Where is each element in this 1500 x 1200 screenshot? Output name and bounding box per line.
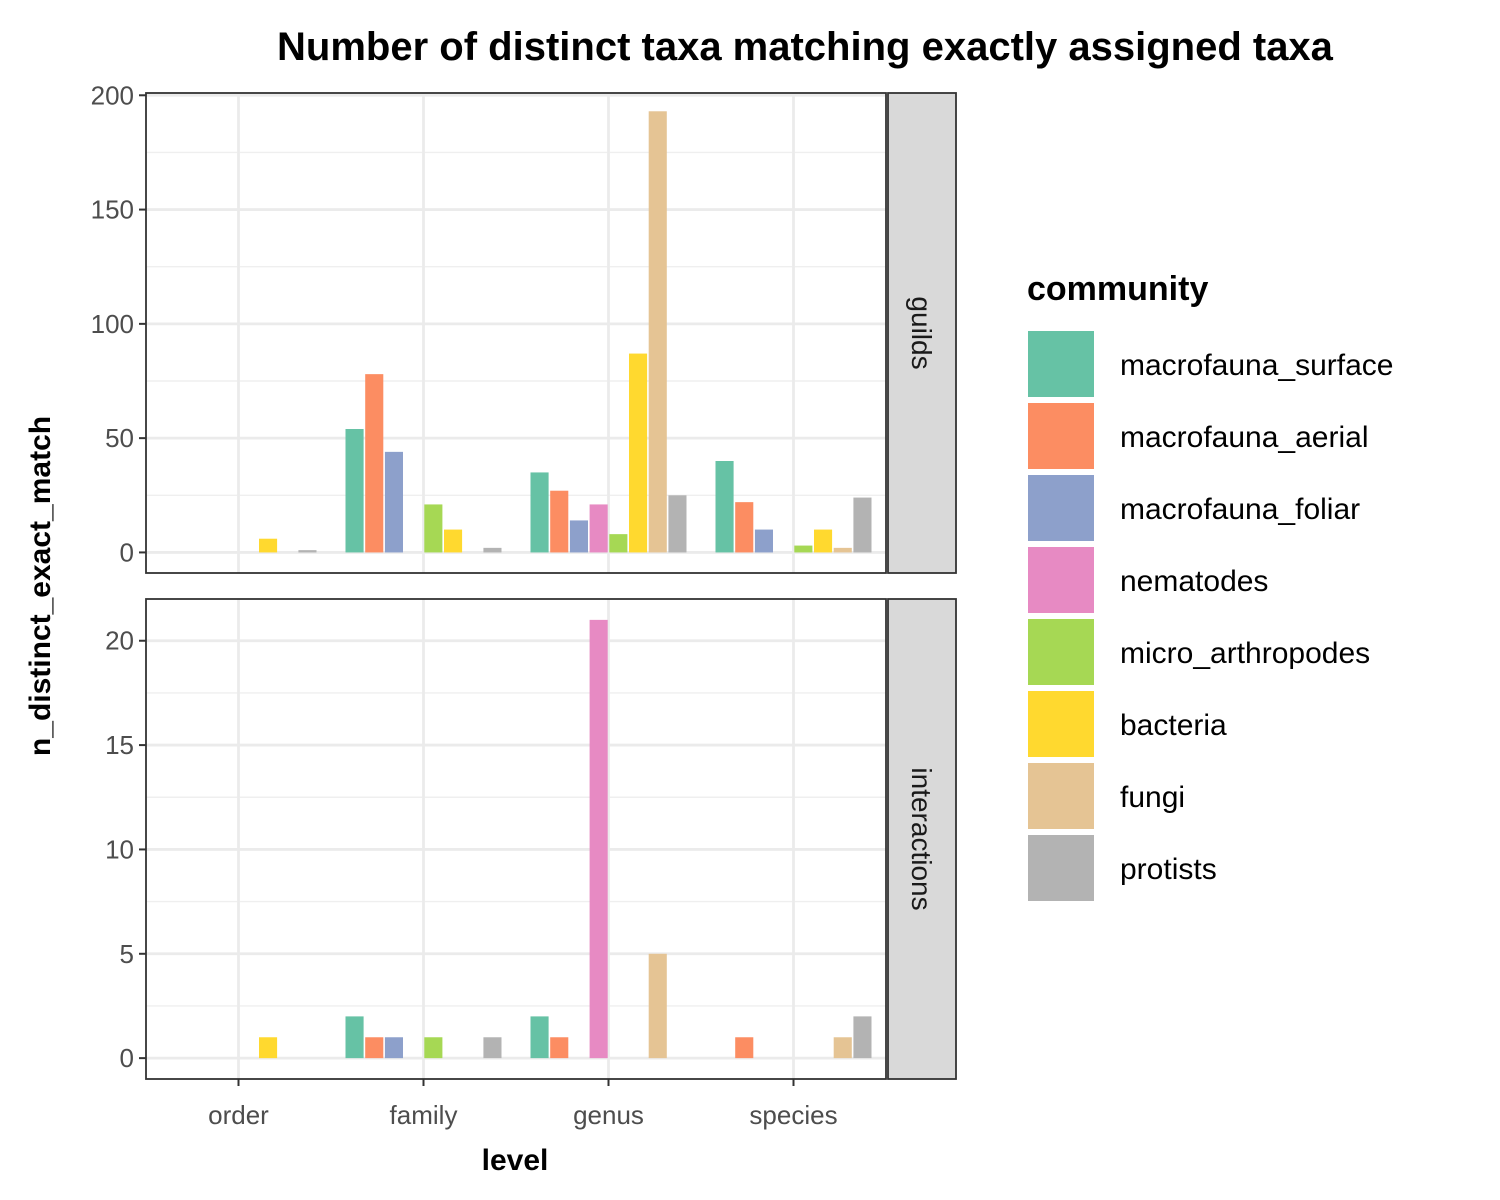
y-axis-title: n_distinct_exact_match: [24, 416, 57, 756]
bar-guilds-genus-micro-arthropodes: [609, 534, 628, 553]
bar-guilds-genus-macrofauna-foliar: [569, 520, 588, 553]
bar-guilds-species-protists: [853, 497, 872, 553]
panel-background: [146, 93, 886, 573]
legend-item-nematodes: nematodes: [1028, 547, 1268, 613]
panel-interactions: 0 5 10 15 20 interactions order family genus spec…: [105, 598, 957, 1130]
x-tick-label: order: [208, 1100, 269, 1130]
facet-strip: [887, 598, 957, 1080]
bar-guilds-family-macrofauna-foliar: [384, 451, 403, 553]
bar-interactions-species-protists: [853, 1016, 872, 1059]
legend-item-fungi: fungi: [1028, 763, 1185, 829]
bar-interactions-genus-macrofauna-aerial: [550, 1037, 569, 1059]
x-tick-label: family: [390, 1100, 458, 1130]
legend-item-micro-arthropodes: micro_arthropodes: [1028, 619, 1370, 685]
bar-interactions-family-protists: [483, 1037, 502, 1059]
facet-strip-label: interactions: [906, 767, 937, 910]
y-tick-label: 10: [105, 834, 134, 864]
bar-guilds-species-macrofauna-aerial: [735, 502, 754, 553]
legend-title: community: [1027, 270, 1208, 308]
legend-item-protists: protists: [1028, 835, 1217, 901]
bar-interactions-species-fungi: [833, 1037, 852, 1059]
legend-label: nematodes: [1120, 565, 1268, 598]
bar-guilds-genus-protists: [668, 495, 687, 553]
bar-interactions-genus-macrofauna-surface: [530, 1016, 549, 1059]
bar-interactions-species-macrofauna-aerial: [735, 1037, 754, 1059]
bar-guilds-species-macrofauna-surface: [715, 461, 734, 553]
legend-item-bacteria: bacteria: [1028, 691, 1227, 757]
bar-guilds-genus-bacteria: [629, 353, 648, 553]
bar-guilds-species-micro-arthropodes: [794, 545, 813, 553]
chart-title: Number of distinct taxa matching exactly…: [277, 25, 1334, 69]
y-tick-label: 150: [91, 195, 134, 225]
legend-key: [1028, 331, 1094, 397]
y-tick-label: 100: [91, 309, 134, 339]
bar-interactions-family-macrofauna-foliar: [384, 1037, 403, 1059]
y-tick-label: 0: [120, 1043, 134, 1073]
y-tick-label: 20: [105, 626, 134, 656]
bar-guilds-species-bacteria: [814, 529, 833, 553]
bar-guilds-order-protists: [298, 550, 317, 553]
x-axis-title: level: [482, 1144, 549, 1177]
bar-guilds-genus-macrofauna-surface: [530, 472, 549, 553]
panel-border: [145, 92, 887, 574]
bar-guilds-genus-macrofauna-aerial: [550, 490, 569, 553]
legend-label: fungi: [1120, 781, 1185, 814]
bar-guilds-family-macrofauna-surface: [345, 429, 364, 553]
panel-border: [145, 598, 887, 1080]
facet-strip: [887, 92, 957, 574]
bar-guilds-family-bacteria: [444, 529, 463, 553]
y-tick-label: 15: [105, 730, 134, 760]
x-tick-label: species: [749, 1100, 837, 1130]
bar-interactions-order-bacteria: [259, 1037, 278, 1059]
legend-label: macrofauna_foliar: [1120, 493, 1360, 526]
legend-label: micro_arthropodes: [1120, 637, 1370, 670]
y-tick-label: 50: [105, 423, 134, 453]
legend-key: [1028, 403, 1094, 469]
bar-guilds-species-fungi: [833, 547, 852, 553]
panels-layer: 0 50 100 150 200 guilds 0 5 10 15 20 interactions or…: [91, 80, 957, 1130]
legend-label: macrofauna_aerial: [1120, 421, 1368, 454]
bar-guilds-family-micro-arthropodes: [424, 504, 443, 553]
legend-key: [1028, 475, 1094, 541]
y-tick-label: 0: [120, 537, 134, 567]
y-tick-label: 5: [120, 939, 134, 969]
y-tick-label: 200: [91, 80, 134, 110]
bar-guilds-family-protists: [483, 547, 502, 553]
bar-guilds-species-macrofauna-foliar: [754, 529, 773, 553]
facet-strip-label: guilds: [906, 296, 937, 369]
legend-key: [1028, 691, 1094, 757]
legend-key: [1028, 619, 1094, 685]
legend-label: bacteria: [1120, 709, 1227, 742]
bar-interactions-family-micro-arthropodes: [424, 1037, 443, 1059]
legend-key: [1028, 835, 1094, 901]
legend: community macrofauna_surface macrofauna_a…: [1027, 270, 1394, 901]
legend-item-macrofauna-foliar: macrofauna_foliar: [1028, 475, 1360, 541]
bar-interactions-family-macrofauna-surface: [345, 1016, 364, 1059]
bar-guilds-family-macrofauna-aerial: [365, 374, 384, 553]
panel-guilds: 0 50 100 150 200 guilds: [91, 80, 957, 574]
bar-interactions-genus-nematodes: [589, 619, 608, 1059]
legend-label: protists: [1120, 853, 1217, 886]
x-tick-label: genus: [573, 1100, 644, 1130]
panel-background: [146, 599, 886, 1079]
legend-key: [1028, 763, 1094, 829]
legend-item-macrofauna-surface: macrofauna_surface: [1028, 331, 1394, 397]
bar-guilds-genus-nematodes: [589, 504, 608, 553]
bar-interactions-genus-fungi: [648, 953, 667, 1059]
bar-interactions-family-macrofauna-aerial: [365, 1037, 384, 1059]
legend-item-macrofauna-aerial: macrofauna_aerial: [1028, 403, 1368, 469]
bar-guilds-genus-fungi: [648, 111, 667, 553]
legend-key: [1028, 547, 1094, 613]
legend-label: macrofauna_surface: [1120, 349, 1394, 382]
bar-guilds-order-bacteria: [259, 538, 278, 553]
